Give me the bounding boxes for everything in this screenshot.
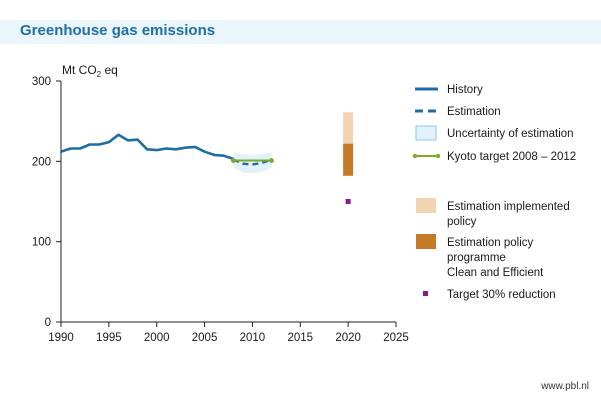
legend-history-label: History	[447, 84, 483, 96]
legend-implemented-label: Estimation implemented policy	[447, 201, 573, 228]
legend-kyoto-marker-left	[412, 153, 418, 159]
y-tick-label: 100	[32, 237, 51, 249]
legend-kyoto-marker-right	[435, 153, 441, 159]
x-tick-label: 1995	[96, 332, 122, 344]
x-tick-label: 2000	[144, 332, 170, 344]
implemented-policy-bar	[343, 112, 354, 144]
estimation-line	[232, 158, 272, 166]
legend-kyoto-label: Kyoto target 2008 – 2012	[447, 151, 576, 163]
legend-target-swatch	[423, 291, 428, 296]
title-bar: Greenhouse gas emissions	[0, 20, 601, 44]
legend-implemented-swatch	[416, 198, 436, 213]
legend-uncertainty-label: Uncertainty of estimation	[447, 128, 574, 140]
axes: 0 100 200 300 1990 1995 2000 2005 2010 2015 2020 20…	[32, 76, 409, 344]
y-tick-label: 200	[32, 156, 51, 168]
legend-programme-swatch	[416, 234, 436, 249]
legend-target-label: Target 30% reduction	[447, 289, 556, 301]
x-tick-label: 2025	[383, 332, 409, 344]
source-credit[interactable]: www.pbl.nl	[541, 381, 589, 392]
legend-uncertainty-swatch	[415, 125, 437, 141]
x-tick-label: 2020	[335, 332, 361, 344]
y-tick-label: 0	[45, 317, 51, 329]
legend: History Estimation Uncertainty of estima…	[412, 84, 576, 301]
target-reduction-point	[345, 199, 351, 204]
page-title: Greenhouse gas emissions	[20, 22, 216, 39]
x-tick-label: 2010	[240, 332, 266, 344]
y-axis-label: Mt CO2 eq	[62, 63, 118, 79]
policy-programme-bar	[343, 143, 354, 176]
y-tick-label: 300	[32, 76, 51, 88]
plot-area	[60, 112, 354, 204]
x-tick-label: 2015	[287, 332, 313, 344]
kyoto-target-marker	[269, 158, 274, 163]
legend-programme-label: Estimation policy programme Clean and Ef…	[447, 237, 544, 279]
kyoto-target-marker	[230, 158, 236, 163]
x-tick-label: 1990	[48, 332, 74, 344]
x-tick-label: 2005	[192, 332, 218, 344]
uncertainty-band	[233, 152, 272, 174]
legend-estimation-label: Estimation	[447, 106, 501, 118]
history-line	[60, 133, 234, 161]
